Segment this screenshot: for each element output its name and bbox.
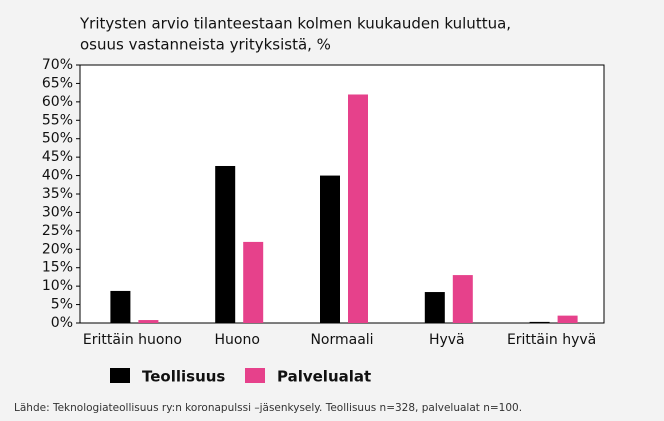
source-note: Lähde: Teknologiateollisuus ry:n koronap… bbox=[14, 402, 522, 414]
y-tick-label: 70% bbox=[42, 57, 73, 73]
bar bbox=[110, 290, 131, 323]
legend-label: Teollisuus bbox=[142, 368, 225, 386]
y-tick-label: 65% bbox=[42, 75, 73, 91]
x-tick-label: Hyvä bbox=[429, 332, 465, 348]
y-tick-label: 20% bbox=[42, 241, 73, 257]
plot-area bbox=[79, 64, 605, 324]
y-tick-label: 25% bbox=[42, 223, 73, 239]
x-tick-label: Erittäin huono bbox=[83, 332, 182, 348]
y-tick-label: 45% bbox=[42, 149, 73, 165]
y-tick-label: 10% bbox=[42, 278, 73, 294]
bar bbox=[320, 175, 340, 323]
legend-label: Palvelualat bbox=[277, 368, 371, 386]
bar bbox=[424, 292, 445, 323]
y-tick-label: 35% bbox=[42, 186, 73, 202]
y-tick-label: 55% bbox=[42, 112, 73, 128]
legend-swatch bbox=[110, 368, 130, 383]
x-tick-label: Huono bbox=[214, 332, 259, 348]
chart-title: osuus vastanneista yrityksistä, % bbox=[80, 36, 331, 54]
y-tick-label: 40% bbox=[42, 168, 73, 184]
y-tick-label: 50% bbox=[42, 131, 73, 147]
bar bbox=[215, 165, 236, 323]
x-tick-label: Erittäin hyvä bbox=[507, 332, 596, 348]
y-tick-label: 5% bbox=[51, 297, 73, 313]
y-tick-label: 60% bbox=[42, 94, 73, 110]
bar bbox=[557, 315, 578, 323]
bar bbox=[138, 320, 159, 323]
bar bbox=[243, 241, 264, 323]
bar bbox=[348, 94, 368, 323]
chart-title: Yritysten arvio tilanteestaan kolmen kuu… bbox=[79, 15, 511, 33]
y-tick-label: 0% bbox=[51, 315, 73, 331]
legend-swatch bbox=[245, 368, 265, 383]
bar bbox=[529, 321, 550, 323]
x-tick-label: Normaali bbox=[310, 332, 373, 348]
y-tick-label: 30% bbox=[42, 204, 73, 220]
y-tick-label: 15% bbox=[42, 260, 73, 276]
bar bbox=[452, 275, 473, 323]
